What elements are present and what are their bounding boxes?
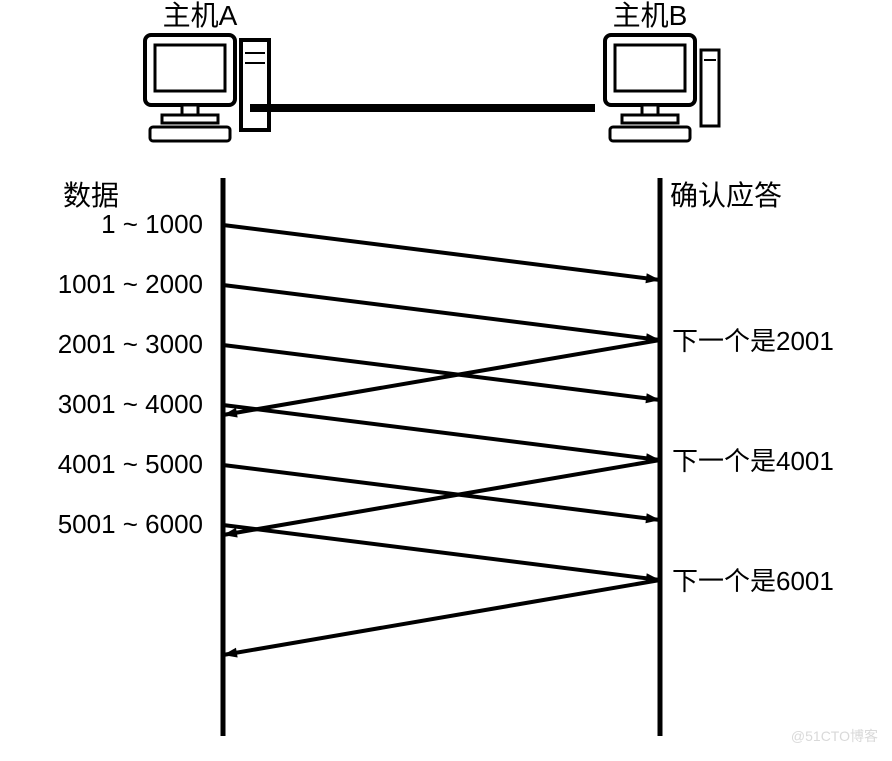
host-b-icon [605, 35, 719, 141]
data-label-5: 5001 ~ 6000 [58, 509, 203, 539]
data-label-0: 1 ~ 1000 [101, 209, 203, 239]
host-a-label: 主机A [163, 0, 238, 31]
ack-arrow-2 [223, 580, 660, 655]
send-arrow-1 [223, 285, 660, 340]
host-a-icon [145, 35, 269, 141]
send-arrow-5 [223, 525, 660, 580]
data-label-2: 2001 ~ 3000 [58, 329, 203, 359]
send-arrow-3 [223, 405, 660, 460]
sequence-diagram: 主机A 主机B 数据 确认应答 1 ~ 1000 1001 ~ 2000 2001 ~ 30… [0, 0, 892, 756]
ack-label-0: 下一个是2001 [672, 326, 834, 356]
host-b-label: 主机B [613, 0, 688, 31]
data-label-4: 4001 ~ 5000 [58, 449, 203, 479]
send-arrow-0 [223, 225, 660, 280]
watermark: @51CTO博客 [791, 726, 878, 746]
ack-header: 确认应答 [670, 180, 782, 211]
data-label-3: 3001 ~ 4000 [58, 389, 203, 419]
data-label-1: 1001 ~ 2000 [58, 269, 203, 299]
data-header: 数据 [63, 180, 119, 211]
ack-label-1: 下一个是4001 [672, 446, 834, 476]
ack-label-2: 下一个是6001 [672, 566, 834, 596]
